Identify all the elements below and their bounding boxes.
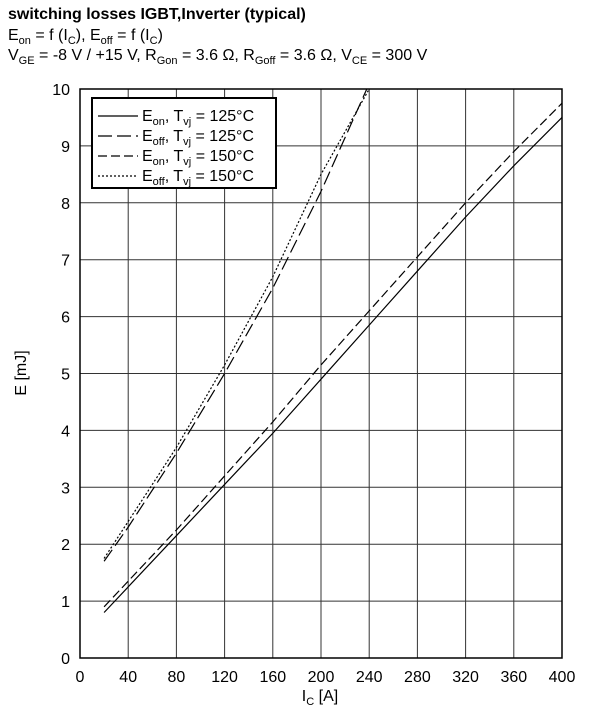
y-tick-label: 2 (61, 537, 70, 554)
y-tick-label: 3 (61, 480, 70, 497)
text-segment: [A] (314, 688, 338, 705)
x-tick-label: 120 (211, 669, 238, 686)
y-tick-label: 0 (61, 651, 70, 668)
subscript: C (150, 35, 158, 47)
chart-subtitle: Eon​ = f (IC​), Eoff​ = f (IC​) (8, 27, 163, 47)
chart-conditions: VGE​ = -8 V / +15 V, RGon​ = 3.6 Ω, RGof… (8, 47, 428, 67)
x-tick-label: 280 (404, 669, 431, 686)
subscript: on (153, 116, 165, 128)
legend-box (91, 97, 277, 189)
legend-label: Eoff​, Tvj​ = 150°C (142, 168, 254, 188)
x-tick-label: 0 (76, 669, 85, 686)
legend-label: Eoff​, Tvj​ = 125°C (142, 128, 254, 148)
text-segment: E (142, 168, 153, 185)
subscript: C (306, 696, 314, 708)
text-segment: I (302, 688, 306, 705)
subscript: off (101, 35, 114, 47)
x-tick-label: 160 (259, 669, 286, 686)
text-segment: , T (165, 168, 184, 185)
subscript: vj (183, 156, 191, 168)
y-tick-label: 6 (61, 310, 70, 327)
text-segment: , T (165, 128, 184, 145)
subscript: Gon (157, 55, 178, 67)
text-segment: = 125°C (191, 108, 254, 125)
series-line (103, 88, 370, 559)
x-tick-label: 400 (549, 669, 576, 686)
text-segment: V (8, 47, 19, 64)
subscript: off (153, 176, 166, 188)
plot-frame (79, 88, 563, 659)
subscript: off (153, 136, 166, 148)
subscript: vj (183, 136, 191, 148)
x-tick-label: 200 (308, 669, 335, 686)
text-segment: = 150°C (191, 168, 254, 185)
subscript: C (68, 35, 76, 47)
text-segment: = f (I (113, 27, 150, 44)
y-tick-label: 10 (52, 82, 70, 99)
text-segment: = f (I (31, 27, 68, 44)
series-line (103, 88, 368, 562)
subscript: on (153, 156, 165, 168)
x-axis-label: IC​ [A] (302, 688, 338, 708)
x-tick-label: 320 (452, 669, 479, 686)
text-segment: E (142, 148, 153, 165)
text-segment: E (142, 128, 153, 145)
x-tick-label: 240 (356, 669, 383, 686)
legend-label: Eon​, Tvj​ = 150°C (142, 148, 254, 168)
subscript: vj (183, 176, 191, 188)
x-tick-label: 360 (500, 669, 527, 686)
text-segment: = 300 V (367, 47, 427, 64)
text-segment: = -8 V / +15 V, R (35, 47, 157, 64)
y-tick-label: 9 (61, 139, 70, 156)
text-segment: E (8, 27, 19, 44)
text-segment: = 150°C (191, 148, 254, 165)
y-axis-label: E [mJ] (13, 350, 30, 395)
legend-label: Eon​, Tvj​ = 125°C (142, 108, 254, 128)
chart-title: switching losses IGBT,Inverter (typical) (8, 6, 306, 23)
y-tick-label: 1 (61, 594, 70, 611)
y-tick-label: 7 (61, 253, 70, 270)
y-tick-label: 4 (61, 423, 70, 440)
text-segment: , T (165, 148, 184, 165)
subscript: on (19, 35, 31, 47)
x-tick-label: 40 (119, 669, 137, 686)
subscript: vj (183, 116, 191, 128)
text-segment: = 125°C (191, 128, 254, 145)
y-tick-label: 5 (61, 367, 70, 384)
y-tick-label: 8 (61, 196, 70, 213)
subscript: GE (19, 55, 35, 67)
subscript: CE (352, 55, 367, 67)
series-line (103, 117, 563, 613)
text-segment: = 3.6 Ω, R (178, 47, 255, 64)
text-segment: = 3.6 Ω, V (275, 47, 352, 64)
text-segment: E (142, 108, 153, 125)
text-segment: ) (158, 27, 163, 44)
x-tick-label: 80 (168, 669, 186, 686)
text-segment: , T (165, 108, 184, 125)
text-segment: ), E (76, 27, 101, 44)
subscript: Goff (255, 55, 277, 67)
series-line (103, 102, 563, 608)
